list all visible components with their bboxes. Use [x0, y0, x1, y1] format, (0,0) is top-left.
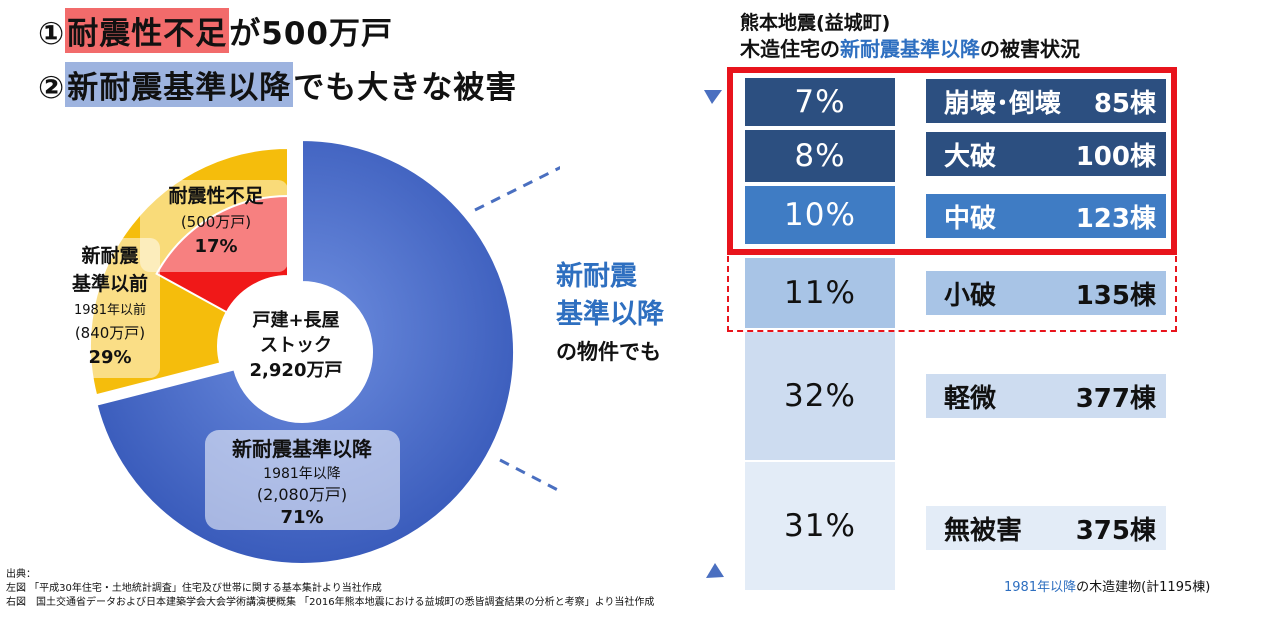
headline-2-rest: でも大きな被害: [293, 70, 518, 106]
right-title-2-pre: 木造住宅の: [740, 37, 840, 61]
pct-cell-none: 31%: [745, 462, 895, 590]
table-footer-rest: の木造建物(計1195棟): [1076, 580, 1211, 595]
pct-cell-minor: 11%: [745, 258, 895, 328]
center-text-2: ストック: [260, 335, 332, 356]
headline-2-number: ②: [38, 70, 66, 106]
side-note-line-2: 基準以降: [556, 299, 664, 330]
arrow-line-upper: [474, 166, 560, 212]
right-title-1: 熊本地震(益城町): [740, 12, 891, 34]
center-text-3: 2,920万戸: [250, 360, 343, 381]
damage-label-collapse: 崩壊･倒壊 85棟: [926, 79, 1166, 123]
table-footer-blue: 1981年以降: [1004, 580, 1077, 595]
center-text-1: 戸建+長屋: [252, 309, 339, 331]
slice-new-amount: (2,080万戸): [257, 485, 347, 504]
label-backdrop-insufficient: [140, 180, 288, 272]
pct-cell-slight: 32%: [745, 332, 895, 460]
slice-new-pct: 71%: [280, 507, 323, 528]
damage-label-moderate-count: 123棟: [1075, 203, 1156, 234]
table-footer: 1981年以降の木造建物(計1195棟): [1004, 576, 1210, 595]
pct-cell-moderate: 10%: [745, 186, 895, 244]
damage-label-collapse-count: 85棟: [1093, 88, 1156, 119]
headline-2-highlight: 新耐震基準以降: [65, 62, 294, 107]
slice-old-amount: (840万戸): [75, 324, 145, 342]
source-left: 左図 「平成30年住宅・土地統計調査」住宅及び世帯に関する基本集計より当社作成: [6, 583, 382, 594]
slice-insufficient-title: 耐震性不足: [168, 184, 264, 207]
slice-old-title-2: 基準以前: [71, 272, 148, 295]
damage-label-major-count: 100棟: [1075, 141, 1156, 172]
damage-label-slight-text: 軽微: [944, 383, 997, 414]
slice-insufficient: [155, 194, 289, 314]
source-heading: 出典：: [6, 569, 36, 580]
side-note-line-1: 新耐震: [556, 261, 637, 292]
headline-1: ①耐震性不足が500万戸: [38, 8, 393, 53]
right-title-2-blue: 新耐震基準以降: [840, 37, 980, 61]
label-backdrop-new: [205, 430, 400, 530]
headline-1-number: ①: [38, 16, 66, 52]
slice-insufficient-pct: 17%: [194, 236, 237, 257]
highlight-frame: [727, 67, 1177, 255]
pct-cell-collapse: 7%: [745, 78, 895, 126]
stock-donut-chart: 戸建+長屋 ストック 2,920万戸 新耐震基準以降 1981年以降 (2,08…: [60, 138, 560, 565]
arrow-line-lower: [499, 458, 560, 493]
damage-label-minor-text: 小破: [944, 280, 997, 311]
dashed-frame: [727, 256, 1177, 332]
slice-old-sub: 1981年以前: [74, 302, 146, 318]
damage-label-slight-count: 377棟: [1075, 383, 1156, 414]
damage-label-minor: 小破 135棟: [926, 271, 1166, 315]
damage-label-minor-count: 135棟: [1075, 280, 1156, 311]
slice-new-title: 新耐震基準以降: [232, 437, 373, 461]
slice-new-sub: 1981年以降: [263, 466, 341, 482]
slice-old-pct: 29%: [88, 347, 131, 368]
source-right: 右図 国土交通省データおよび日本建築学会大会学術講演梗概集 「2016年熊本地震…: [6, 597, 655, 608]
right-title-2-post: の被害状況: [980, 37, 1080, 61]
damage-label-slight: 軽微 377棟: [926, 374, 1166, 418]
source-notes: 出典： 左図 「平成30年住宅・土地統計調査」住宅及び世帯に関する基本集計より当…: [6, 568, 654, 610]
damage-label-major: 大破 100棟: [926, 132, 1166, 176]
damage-label-moderate: 中破 123棟: [926, 194, 1166, 238]
arrow-head-upper: [704, 90, 722, 104]
damage-label-none-count: 375棟: [1075, 515, 1156, 546]
damage-label-none-text: 無被害: [944, 515, 1023, 546]
slice-insufficient-amount: (500万戸): [181, 213, 251, 231]
label-backdrop-old: [60, 238, 160, 378]
headline-1-highlight: 耐震性不足: [65, 8, 230, 53]
slice-new-standard: [95, 138, 515, 565]
headline-1-rest: が500万戸: [229, 16, 393, 52]
damage-label-none: 無被害 375棟: [926, 506, 1166, 550]
right-title-2: 木造住宅の新耐震基準以降の被害状況: [740, 33, 1080, 62]
headline-2: ②新耐震基準以降でも大きな被害: [38, 62, 517, 107]
slice-old-title-1: 新耐震: [81, 244, 139, 267]
pct-cell-major: 8%: [745, 130, 895, 182]
side-note-blue: 新耐震 基準以降: [556, 258, 664, 334]
damage-label-moderate-text: 中破: [944, 203, 997, 234]
damage-label-major-text: 大破: [944, 141, 997, 172]
arrow-head-lower: [706, 563, 724, 578]
damage-label-collapse-text: 崩壊･倒壊: [944, 88, 1062, 119]
side-note-line-3: の物件でも: [556, 340, 661, 364]
